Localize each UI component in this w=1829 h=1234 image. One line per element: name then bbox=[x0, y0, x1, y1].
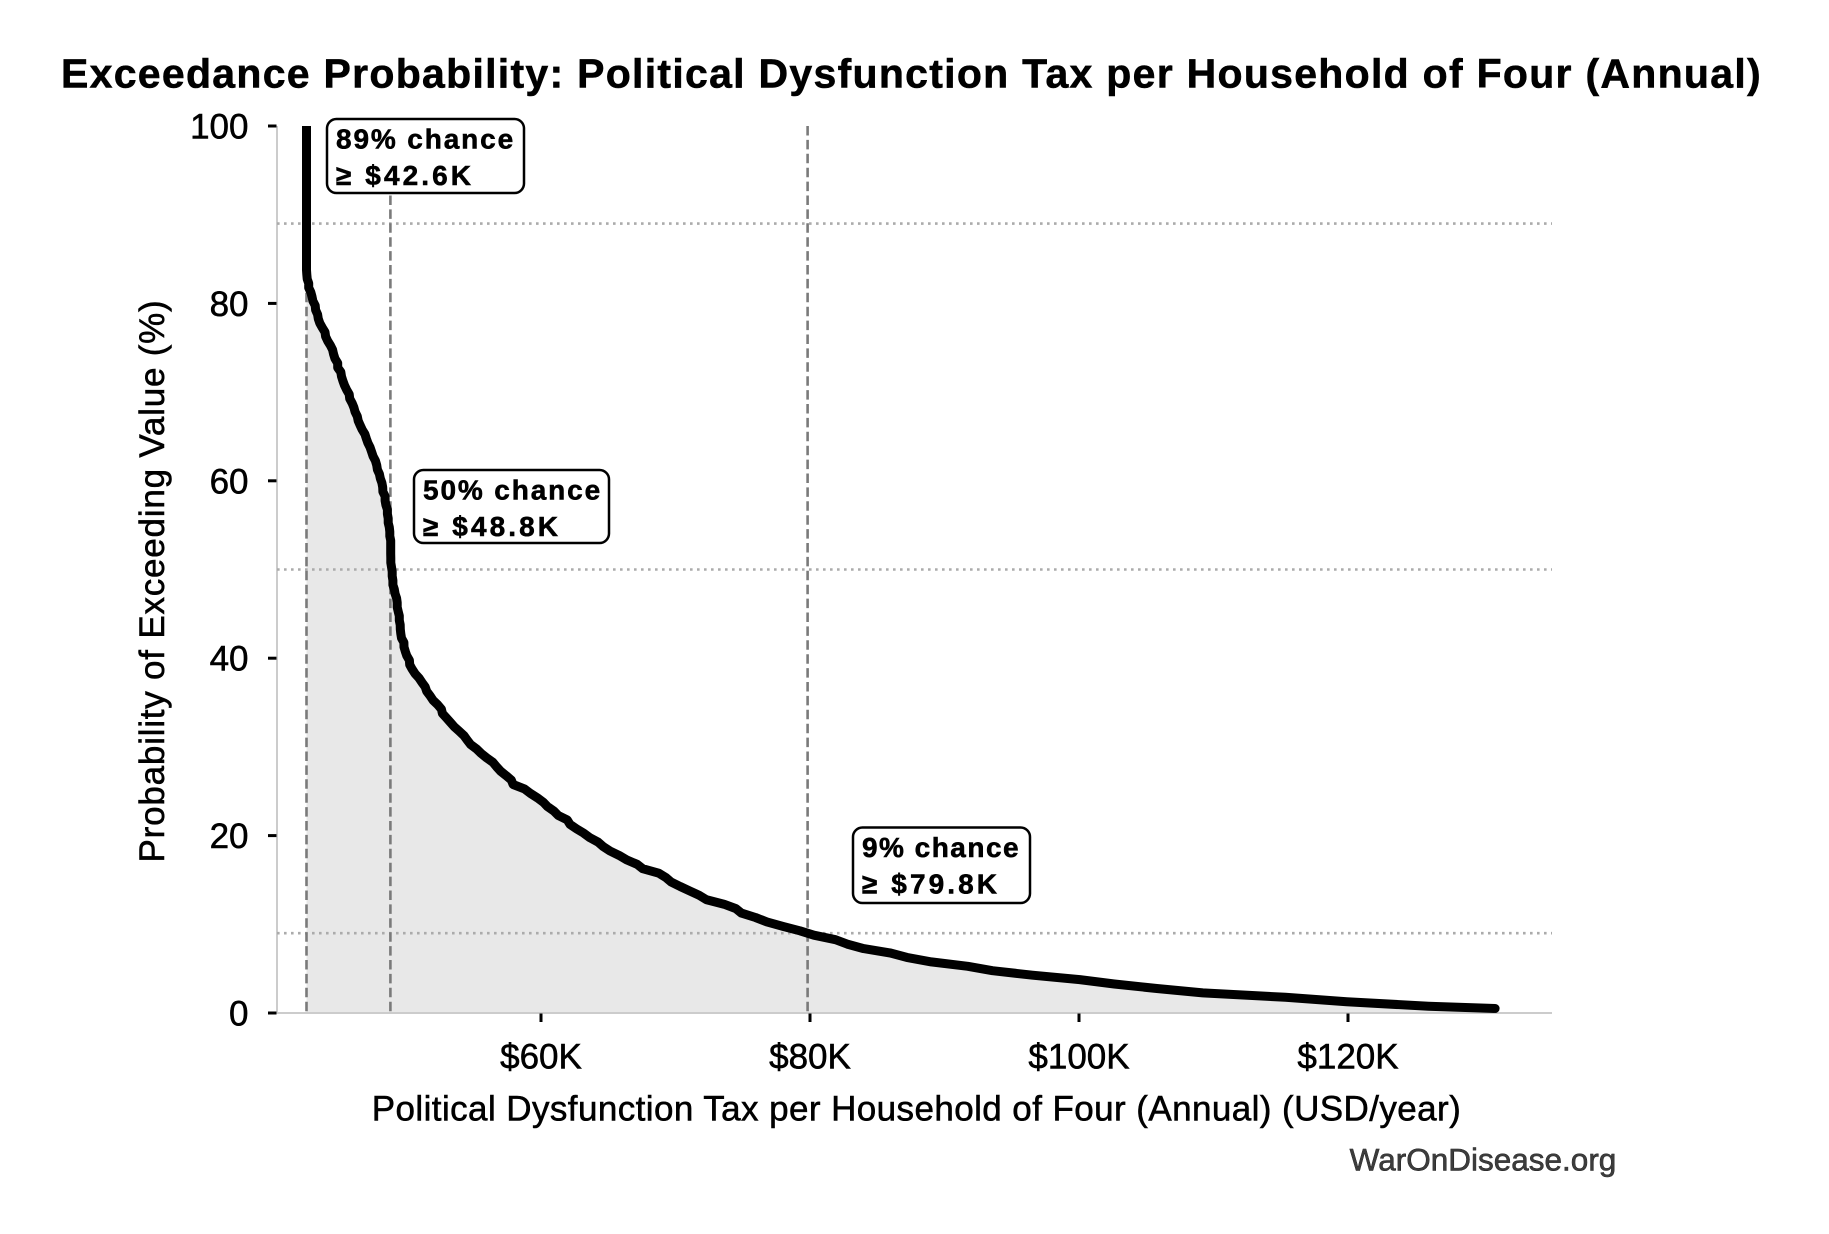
svg-text:Probability of Exceeding Value: Probability of Exceeding Value (%) bbox=[133, 300, 172, 863]
svg-text:89% chance: 89% chance bbox=[336, 124, 515, 155]
svg-text:≥ $79.8K: ≥ $79.8K bbox=[862, 869, 1000, 900]
svg-text:0: 0 bbox=[229, 995, 248, 1034]
svg-text:Political Dysfunction Tax per: Political Dysfunction Tax per Household … bbox=[372, 1090, 1461, 1129]
svg-text:20: 20 bbox=[210, 817, 249, 856]
svg-text:Exceedance Probability: Politi: Exceedance Probability: Political Dysfun… bbox=[61, 51, 1762, 97]
svg-text:40: 40 bbox=[210, 640, 249, 679]
svg-text:≥ $48.8K: ≥ $48.8K bbox=[423, 511, 561, 542]
svg-text:$100K: $100K bbox=[1028, 1038, 1129, 1077]
svg-text:≥ $42.6K: ≥ $42.6K bbox=[336, 160, 474, 191]
svg-text:60: 60 bbox=[210, 462, 249, 501]
svg-text:$120K: $120K bbox=[1297, 1038, 1398, 1077]
svg-text:$60K: $60K bbox=[500, 1038, 582, 1077]
svg-text:50% chance: 50% chance bbox=[423, 475, 602, 506]
svg-text:100: 100 bbox=[190, 108, 248, 147]
svg-text:9% chance: 9% chance bbox=[862, 832, 1020, 863]
svg-text:$80K: $80K bbox=[769, 1038, 851, 1077]
svg-text:80: 80 bbox=[210, 285, 249, 324]
svg-text:WarOnDisease.org: WarOnDisease.org bbox=[1350, 1142, 1617, 1178]
